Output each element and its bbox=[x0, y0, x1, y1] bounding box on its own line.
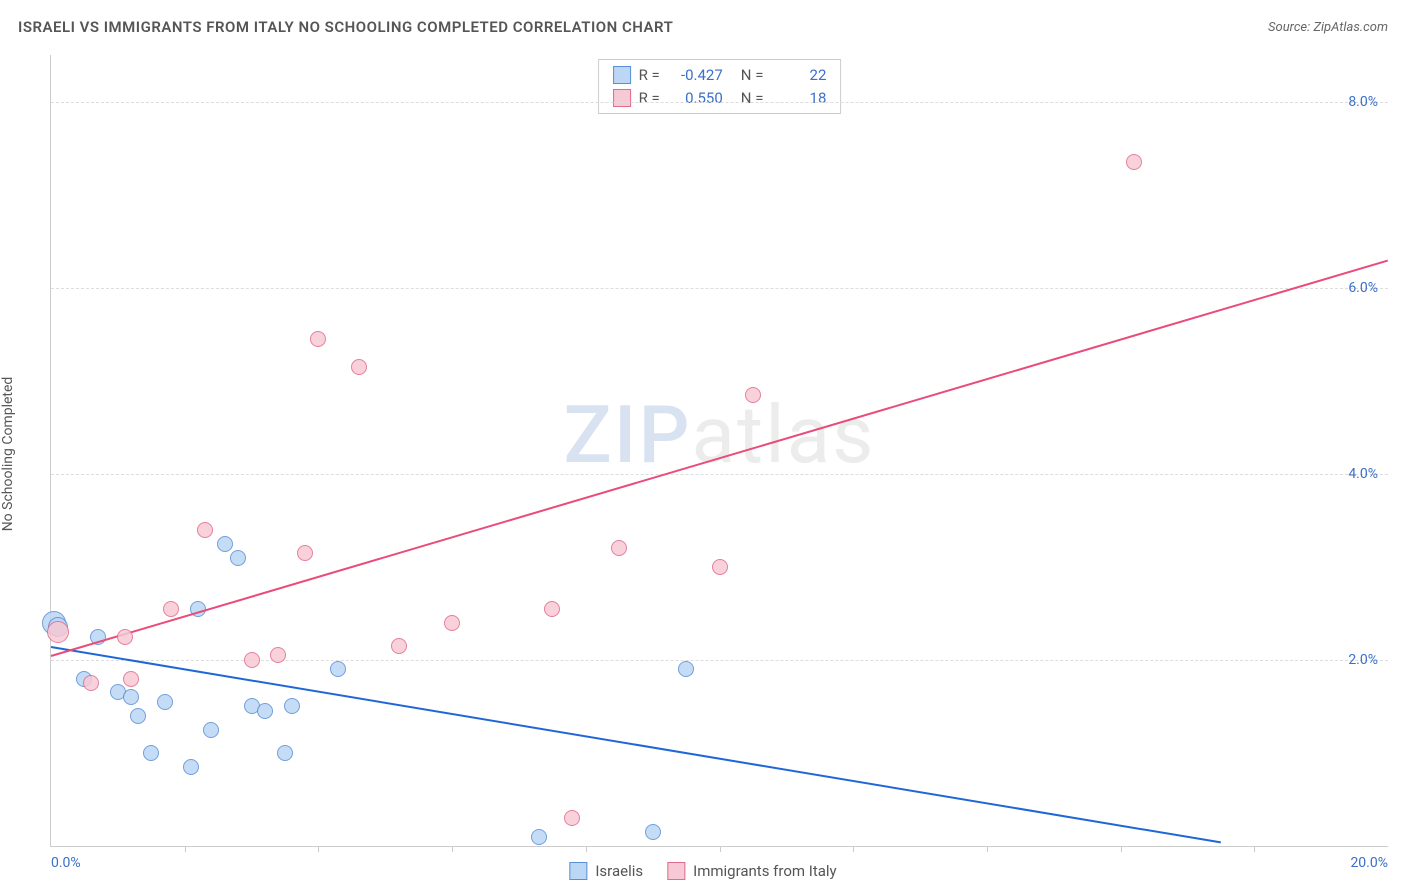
data-point bbox=[277, 745, 293, 761]
trend-line bbox=[51, 260, 1389, 657]
data-point bbox=[163, 601, 179, 617]
data-point bbox=[745, 387, 761, 403]
data-point bbox=[645, 824, 661, 840]
data-point bbox=[197, 522, 213, 538]
data-point bbox=[123, 689, 139, 705]
swatch-icon bbox=[667, 862, 685, 880]
gridline bbox=[51, 288, 1388, 289]
data-point bbox=[351, 359, 367, 375]
data-point bbox=[712, 559, 728, 575]
x-tick-label: 20.0% bbox=[1350, 855, 1388, 871]
data-point bbox=[1126, 154, 1142, 170]
data-point bbox=[330, 661, 346, 677]
x-tick bbox=[318, 846, 319, 852]
data-point bbox=[310, 331, 326, 347]
data-point bbox=[544, 601, 560, 617]
y-tick-label: 8.0% bbox=[1348, 94, 1378, 110]
y-tick-label: 4.0% bbox=[1348, 466, 1378, 482]
swatch-icon bbox=[613, 66, 631, 84]
data-point bbox=[391, 638, 407, 654]
x-tick bbox=[185, 846, 186, 852]
data-point bbox=[117, 629, 133, 645]
y-tick-label: 6.0% bbox=[1348, 280, 1378, 296]
x-tick bbox=[720, 846, 721, 852]
legend-row-italy: R = 0.550 N = 18 bbox=[613, 87, 827, 110]
data-point bbox=[678, 661, 694, 677]
source-attribution: Source: ZipAtlas.com bbox=[1268, 20, 1388, 35]
gridline bbox=[51, 474, 1388, 475]
data-point bbox=[143, 745, 159, 761]
x-tick bbox=[452, 846, 453, 852]
correlation-legend: R = -0.427 N = 22 R = 0.550 N = 18 bbox=[598, 59, 842, 114]
data-point bbox=[244, 652, 260, 668]
data-point bbox=[284, 698, 300, 714]
data-point bbox=[297, 545, 313, 561]
legend-item-israelis: Israelis bbox=[569, 862, 643, 880]
gridline bbox=[51, 102, 1388, 103]
series-legend: Israelis Immigrants from Italy bbox=[569, 862, 836, 880]
x-tick bbox=[1254, 846, 1255, 852]
x-tick bbox=[586, 846, 587, 852]
x-tick bbox=[853, 846, 854, 852]
x-tick bbox=[987, 846, 988, 852]
trend-line bbox=[51, 646, 1221, 843]
legend-row-israelis: R = -0.427 N = 22 bbox=[613, 64, 827, 87]
data-point bbox=[203, 722, 219, 738]
data-point bbox=[47, 621, 69, 643]
data-point bbox=[531, 829, 547, 845]
y-axis-label: No Schooling Completed bbox=[0, 377, 16, 532]
data-point bbox=[183, 759, 199, 775]
data-point bbox=[157, 694, 173, 710]
data-point bbox=[130, 708, 146, 724]
legend-item-italy: Immigrants from Italy bbox=[667, 862, 837, 880]
data-point bbox=[217, 536, 233, 552]
data-point bbox=[230, 550, 246, 566]
swatch-icon bbox=[613, 89, 631, 107]
data-point bbox=[444, 615, 460, 631]
chart-title: ISRAELI VS IMMIGRANTS FROM ITALY NO SCHO… bbox=[18, 18, 673, 36]
data-point bbox=[564, 810, 580, 826]
x-tick bbox=[1121, 846, 1122, 852]
data-point bbox=[257, 703, 273, 719]
data-point bbox=[270, 647, 286, 663]
data-point bbox=[123, 671, 139, 687]
swatch-icon bbox=[569, 862, 587, 880]
scatter-plot: ZIPatlas R = -0.427 N = 22 R = 0.550 N =… bbox=[50, 55, 1388, 847]
x-tick-label: 0.0% bbox=[51, 855, 81, 871]
watermark: ZIPatlas bbox=[564, 388, 876, 482]
y-tick-label: 2.0% bbox=[1348, 652, 1378, 668]
data-point bbox=[83, 675, 99, 691]
data-point bbox=[611, 540, 627, 556]
